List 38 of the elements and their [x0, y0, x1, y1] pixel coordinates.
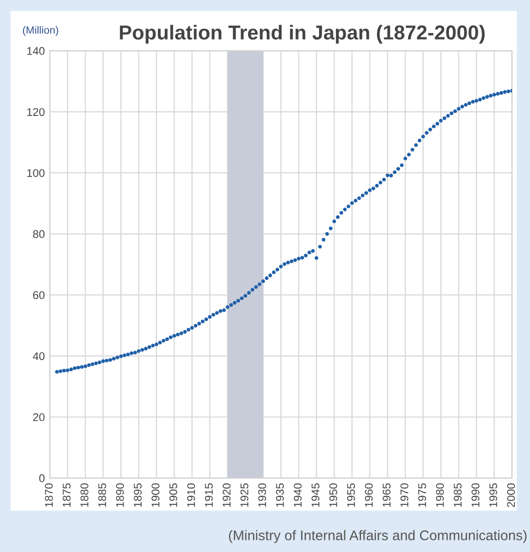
y-tick-label: 100 [27, 169, 45, 177]
x-tick-label: 1940 [294, 483, 302, 507]
y-axis-title: (Million) [22, 26, 58, 36]
x-tick-label: 1880 [80, 483, 88, 507]
x-tick-label: 1965 [382, 483, 391, 507]
x-tick-label: 1995 [489, 483, 498, 507]
x-tick-label: 1950 [329, 483, 338, 507]
y-tick-label: 40 [32, 352, 45, 360]
y-tick-label: 120 [27, 108, 45, 116]
x-tick-label: 1900 [152, 483, 160, 507]
x-tick-label: 1990 [472, 483, 480, 507]
x-tick-label: 1925 [240, 483, 248, 507]
x-tick-label: 1890 [116, 483, 124, 507]
x-tick-label: 1915 [204, 483, 213, 507]
y-tick-label: 140 [27, 47, 45, 55]
x-tick-label: 2000 [507, 483, 515, 508]
x-tick-label: 1870 [44, 483, 53, 507]
x-tick-label: 1935 [276, 483, 284, 507]
y-tick-label: 20 [33, 413, 45, 422]
x-tick-label: 1895 [134, 483, 142, 507]
x-tick-label: 1885 [98, 483, 106, 507]
x-tick-label: 1930 [258, 483, 266, 507]
x-tick-label: 1875 [62, 483, 71, 507]
y-tick-label: 60 [33, 291, 45, 300]
text: (Ministry of Internal Affairs and Communications) [228, 530, 527, 544]
x-tick-label: 1910 [187, 483, 196, 507]
y-tick-label: 0 [39, 474, 45, 482]
x-tick-label: 1945 [312, 483, 320, 507]
x-tick-label: 1905 [169, 483, 178, 507]
y-tick-label: 80 [33, 230, 45, 238]
x-tick-label: 1975 [418, 483, 426, 507]
x-tick-label: 1970 [400, 483, 408, 507]
x-tick-label: 1955 [347, 483, 355, 507]
x-tick-label: 1920 [222, 483, 231, 507]
x-tick-label: 1985 [454, 483, 462, 507]
x-tick-label: 1980 [436, 483, 444, 507]
chart-title: Population Trend in Japan (1872-2000) [120, 24, 485, 44]
x-tick-label: 1960 [364, 483, 373, 507]
